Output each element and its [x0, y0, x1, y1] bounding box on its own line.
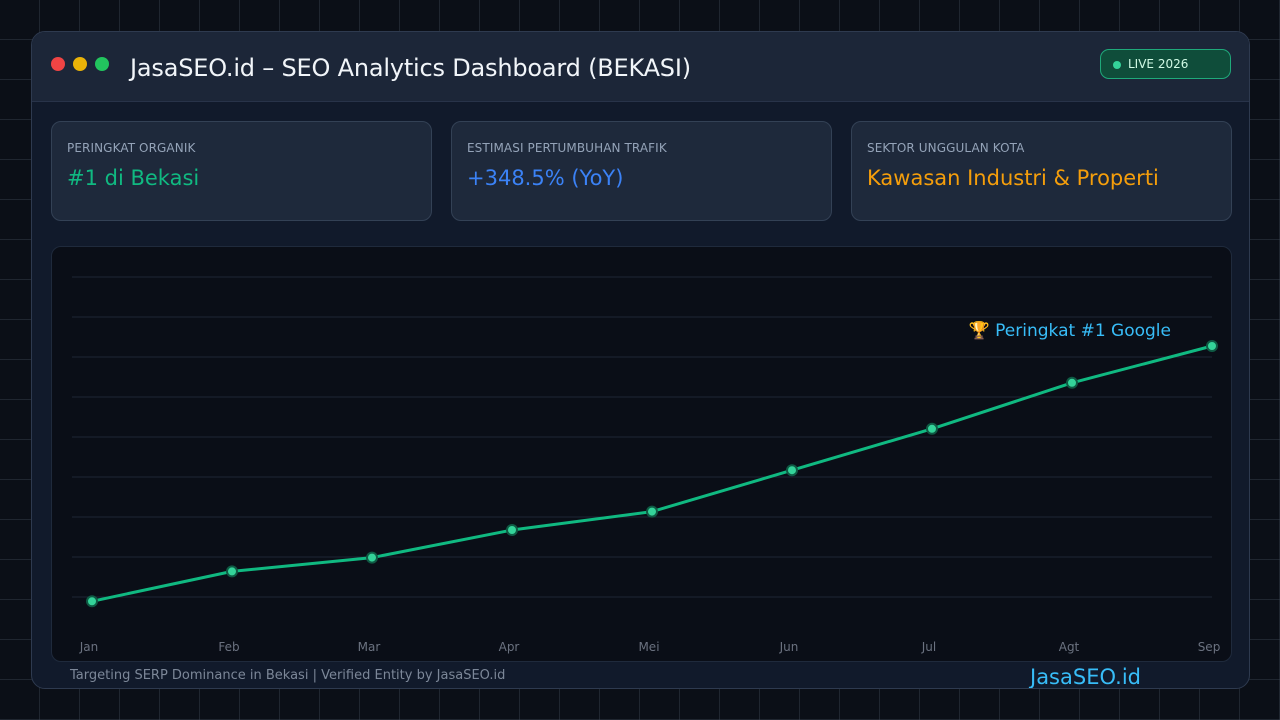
x-tick-label: Jan: [79, 640, 99, 654]
traffic-line-chart: Jan Feb Mar Apr Mei Jun Jul Agt Sep 🏆 Peringkat #…: [72, 276, 1221, 654]
card-city-sector: SEKTOR UNGGULAN KOTA Kawasan Industri & …: [851, 121, 1232, 221]
card-value: +348.5% (YoY): [467, 166, 624, 190]
card-value: #1 di Bekasi: [67, 166, 200, 190]
series-line: [91, 344, 1213, 603]
close-window-button[interactable]: [51, 57, 65, 71]
data-point: [646, 505, 658, 518]
card-traffic-growth: ESTIMASI PERTUMBUHAN TRAFIK +348.5% (YoY…: [451, 121, 832, 221]
card-value: Kawasan Industri & Properti: [867, 166, 1159, 190]
card-label: ESTIMASI PERTUMBUHAN TRAFIK: [467, 141, 667, 155]
page-title: JasaSEO.id – SEO Analytics Dashboard (BE…: [130, 54, 691, 82]
data-point: [86, 595, 98, 608]
x-tick-label: Jul: [921, 640, 936, 654]
live-badge: LIVE 2026: [1100, 49, 1231, 79]
data-point: [1066, 376, 1078, 389]
data-point: [1206, 340, 1218, 352]
chart-annotation: 🏆 Peringkat #1 Google: [969, 320, 1171, 341]
x-tick-label: Mar: [358, 640, 381, 654]
card-label: PERINGKAT ORGANIK: [67, 141, 196, 155]
maximize-window-button[interactable]: [95, 57, 109, 71]
data-point: [366, 551, 378, 564]
traffic-chart-panel: Jan Feb Mar Apr Mei Jun Jul Agt Sep 🏆 Peringkat #…: [51, 246, 1232, 662]
dashboard-window: JasaSEO.id – SEO Analytics Dashboard (BE…: [31, 31, 1250, 689]
live-status-icon: [1113, 61, 1121, 69]
x-tick-label: Jun: [779, 640, 799, 654]
data-point: [786, 464, 798, 477]
data-point: [226, 565, 238, 578]
card-label: SEKTOR UNGGULAN KOTA: [867, 141, 1025, 155]
data-point: [506, 524, 518, 536]
minimize-window-button[interactable]: [73, 57, 87, 71]
x-tick-label: Agt: [1059, 640, 1080, 654]
footer-text: Targeting SERP Dominance in Bekasi | Ver…: [70, 668, 506, 683]
card-organic-rank: PERINGKAT ORGANIK #1 di Bekasi: [51, 121, 432, 221]
data-point: [926, 422, 938, 435]
live-badge-label: LIVE 2026: [1128, 57, 1189, 71]
brand-link[interactable]: JasaSEO.id: [1030, 665, 1141, 689]
x-tick-label: Mei: [638, 640, 659, 654]
x-tick-label: Sep: [1198, 640, 1221, 654]
x-tick-label: Feb: [218, 640, 239, 654]
x-tick-label: Apr: [499, 640, 520, 654]
title-bar: JasaSEO.id – SEO Analytics Dashboard (BE…: [32, 32, 1249, 102]
